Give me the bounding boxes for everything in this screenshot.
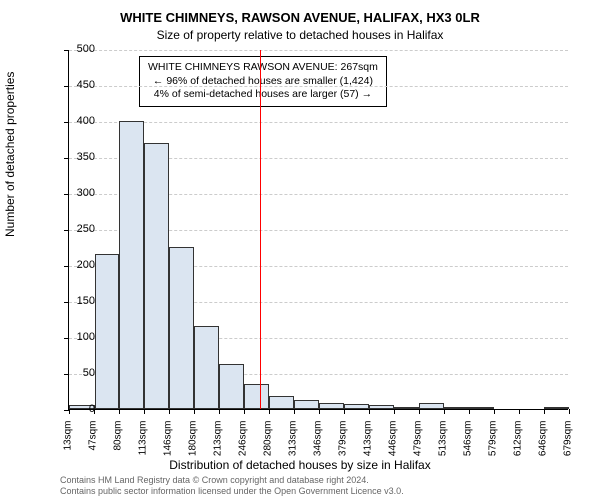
chart-container: WHITE CHIMNEYS, RAWSON AVENUE, HALIFAX, … — [0, 0, 600, 500]
xtick-mark — [544, 409, 545, 414]
histogram-bar — [444, 407, 469, 409]
xtick-mark — [444, 409, 445, 414]
xtick-label: 546sqm — [463, 421, 474, 466]
xtick-label: 446sqm — [388, 421, 399, 466]
histogram-bar — [394, 407, 419, 409]
xtick-label: 113sqm — [138, 421, 149, 466]
histogram-bar — [369, 405, 394, 409]
histogram-bar — [419, 403, 445, 409]
footer: Contains HM Land Registry data © Crown c… — [60, 475, 404, 497]
ytick-label: 300 — [55, 187, 95, 199]
histogram-bar — [119, 121, 144, 409]
xtick-mark — [369, 409, 370, 414]
gridline — [69, 86, 568, 87]
xtick-label: 47sqm — [88, 421, 99, 466]
footer-line2: Contains public sector information licen… — [60, 486, 404, 497]
ytick-label: 250 — [55, 223, 95, 235]
xtick-label: 646sqm — [538, 421, 549, 466]
plot-area: WHITE CHIMNEYS RAWSON AVENUE: 267sqm ← 9… — [68, 50, 568, 410]
xtick-label: 213sqm — [213, 421, 224, 466]
histogram-bar — [194, 326, 219, 409]
xtick-label: 612sqm — [513, 421, 524, 466]
xtick-mark — [169, 409, 170, 414]
chart-subtitle: Size of property relative to detached ho… — [0, 25, 600, 42]
xtick-label: 313sqm — [288, 421, 299, 466]
xtick-label: 13sqm — [63, 421, 74, 466]
ytick-label: 400 — [55, 115, 95, 127]
annotation-line1: WHITE CHIMNEYS RAWSON AVENUE: 267sqm — [148, 61, 378, 75]
annotation-line3: 4% of semi-detached houses are larger (5… — [148, 88, 378, 102]
xtick-label: 479sqm — [413, 421, 424, 466]
histogram-bar — [144, 143, 169, 409]
xtick-label: 579sqm — [488, 421, 499, 466]
ytick-label: 450 — [55, 79, 95, 91]
xtick-label: 346sqm — [313, 421, 324, 466]
xtick-mark — [194, 409, 195, 414]
xtick-mark — [419, 409, 420, 414]
histogram-bar — [219, 364, 244, 409]
xtick-label: 180sqm — [188, 421, 199, 466]
histogram-bar — [469, 407, 494, 409]
ytick-label: 0 — [55, 403, 95, 415]
xtick-mark — [469, 409, 470, 414]
xtick-mark — [319, 409, 320, 414]
xtick-mark — [519, 409, 520, 414]
histogram-bar — [95, 254, 120, 409]
histogram-bar — [244, 384, 270, 409]
xtick-mark — [244, 409, 245, 414]
xtick-label: 513sqm — [438, 421, 449, 466]
xtick-label: 379sqm — [338, 421, 349, 466]
xtick-label: 146sqm — [163, 421, 174, 466]
ytick-label: 150 — [55, 295, 95, 307]
histogram-bar — [319, 403, 344, 409]
ytick-label: 200 — [55, 259, 95, 271]
xtick-label: 246sqm — [238, 421, 249, 466]
ytick-label: 100 — [55, 331, 95, 343]
xtick-mark — [494, 409, 495, 414]
xtick-mark — [569, 409, 570, 414]
ytick-label: 500 — [55, 43, 95, 55]
xtick-mark — [294, 409, 295, 414]
ytick-label: 50 — [55, 367, 95, 379]
histogram-bar — [544, 407, 569, 409]
y-axis-label: Number of detached properties — [3, 72, 17, 237]
histogram-bar — [344, 404, 370, 409]
histogram-bar — [294, 400, 319, 409]
ytick-label: 350 — [55, 151, 95, 163]
xtick-label: 80sqm — [113, 421, 124, 466]
xtick-label: 413sqm — [363, 421, 374, 466]
histogram-bar — [269, 396, 294, 409]
histogram-bar — [169, 247, 195, 409]
xtick-mark — [344, 409, 345, 414]
xtick-label: 679sqm — [563, 421, 574, 466]
xtick-mark — [219, 409, 220, 414]
chart-title: WHITE CHIMNEYS, RAWSON AVENUE, HALIFAX, … — [0, 0, 600, 25]
gridline — [69, 50, 568, 51]
xtick-label: 280sqm — [263, 421, 274, 466]
xtick-mark — [144, 409, 145, 414]
annotation-box: WHITE CHIMNEYS RAWSON AVENUE: 267sqm ← 9… — [139, 56, 387, 107]
xtick-mark — [269, 409, 270, 414]
marker-line — [260, 50, 261, 409]
footer-line1: Contains HM Land Registry data © Crown c… — [60, 475, 404, 486]
xtick-mark — [394, 409, 395, 414]
xtick-mark — [119, 409, 120, 414]
